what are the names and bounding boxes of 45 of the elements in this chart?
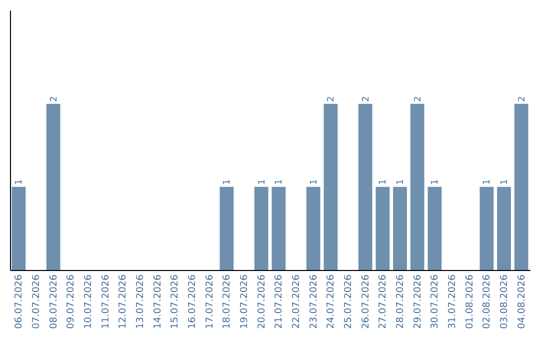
x-tick-label: 17.07.2026 bbox=[204, 274, 216, 329]
data-label: 1 bbox=[222, 179, 233, 185]
x-tick-label: 09.07.2026 bbox=[66, 274, 77, 329]
x-tick-label: 04.08.2026 bbox=[516, 274, 528, 329]
data-label: 1 bbox=[274, 179, 285, 185]
data-label: 1 bbox=[14, 179, 25, 185]
data-label: 2 bbox=[517, 96, 528, 102]
data-label: 1 bbox=[257, 179, 268, 185]
x-tick-label: 08.07.2026 bbox=[48, 274, 60, 329]
x-tick-label: 23.07.2026 bbox=[308, 274, 320, 329]
data-label: 2 bbox=[326, 96, 337, 102]
x-tick-label: 12.07.2026 bbox=[118, 274, 129, 329]
x-tick-label: 14.07.2026 bbox=[152, 274, 164, 329]
x-tick-label: 24.07.2026 bbox=[326, 274, 337, 329]
x-tick-label: 27.07.2026 bbox=[378, 274, 389, 329]
x-tick-label: 25.07.2026 bbox=[343, 274, 354, 329]
x-tick-label: 21.07.2026 bbox=[274, 274, 285, 329]
x-tick-label: 03.08.2026 bbox=[499, 274, 510, 329]
data-label: 1 bbox=[500, 179, 510, 185]
x-tick-label: 29.07.2026 bbox=[412, 274, 424, 329]
data-label: 2 bbox=[49, 96, 60, 102]
data-label: 2 bbox=[361, 96, 372, 102]
x-tick-label: 30.07.2026 bbox=[430, 274, 441, 329]
x-tick-label: 16.07.2026 bbox=[187, 274, 198, 329]
data-label: 1 bbox=[309, 179, 320, 185]
x-tick-label: 15.07.2026 bbox=[170, 274, 181, 329]
x-tick-label: 31.07.2026 bbox=[447, 274, 458, 329]
x-tick-label: 19.07.2026 bbox=[239, 274, 250, 329]
x-tick-label: 22.07.2026 bbox=[291, 274, 302, 329]
data-label: 1 bbox=[430, 179, 441, 185]
data-label: 1 bbox=[482, 179, 493, 185]
x-tick-label: 26.07.2026 bbox=[360, 274, 372, 329]
data-label: 2 bbox=[413, 96, 424, 102]
x-tick-label: 07.07.2026 bbox=[31, 274, 42, 329]
x-tick-label: 11.07.2026 bbox=[100, 274, 112, 329]
x-tick-label: 01.08.2026 bbox=[464, 274, 476, 329]
data-label: 1 bbox=[396, 179, 406, 185]
x-tick-label: 10.07.2026 bbox=[83, 274, 94, 329]
x-tick-label: 20.07.2026 bbox=[256, 274, 268, 329]
data-label: 1 bbox=[378, 179, 389, 185]
x-tick-label: 28.07.2026 bbox=[395, 274, 406, 329]
x-tick-label: 18.07.2026 bbox=[222, 274, 233, 329]
x-tick-label: 13.07.2026 bbox=[135, 274, 146, 329]
x-tick-label: 02.08.2026 bbox=[482, 274, 493, 329]
x-tick-label: 06.07.2026 bbox=[14, 274, 25, 329]
